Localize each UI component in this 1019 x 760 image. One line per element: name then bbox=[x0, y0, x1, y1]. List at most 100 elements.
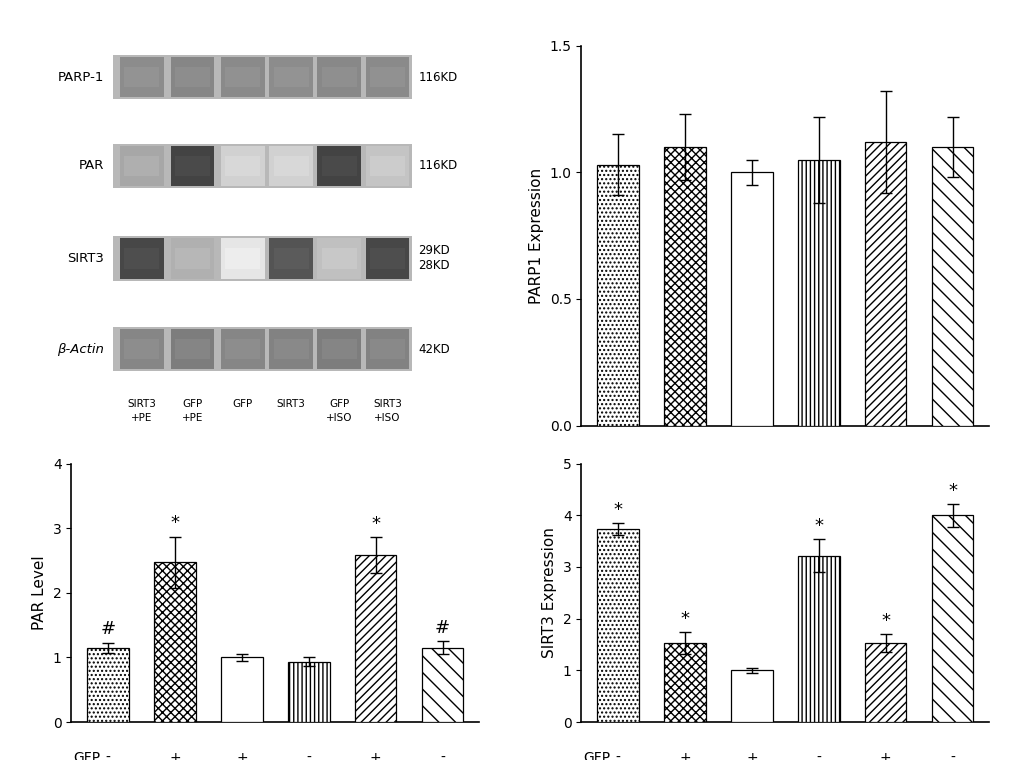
Bar bbox=[221, 657, 263, 722]
Text: β-Actin: β-Actin bbox=[57, 343, 104, 356]
Bar bbox=[269, 329, 313, 369]
Bar bbox=[731, 173, 772, 426]
Bar bbox=[120, 239, 163, 279]
Text: 116KD: 116KD bbox=[418, 160, 458, 173]
Text: GFP
+PE: GFP +PE bbox=[181, 400, 203, 423]
Text: -: - bbox=[106, 751, 110, 760]
Bar bbox=[269, 146, 313, 186]
Text: -: - bbox=[615, 533, 620, 546]
Bar bbox=[317, 329, 361, 369]
Text: -: - bbox=[749, 533, 754, 546]
Bar bbox=[370, 156, 405, 176]
Text: GFP: GFP bbox=[583, 751, 610, 760]
Bar bbox=[597, 529, 638, 722]
Bar bbox=[175, 67, 210, 87]
Text: -: - bbox=[682, 567, 687, 581]
Bar bbox=[269, 57, 313, 97]
Text: SIRT3
+PE: SIRT3 +PE bbox=[127, 400, 156, 423]
Text: PARP-1: PARP-1 bbox=[58, 71, 104, 84]
Bar bbox=[273, 156, 308, 176]
Text: +: + bbox=[679, 502, 690, 516]
Text: SIRT3
+ISO: SIRT3 +ISO bbox=[373, 400, 401, 423]
Bar bbox=[124, 249, 159, 268]
Bar bbox=[597, 165, 638, 426]
Bar bbox=[221, 146, 265, 186]
Text: +: + bbox=[611, 567, 624, 581]
Bar bbox=[797, 556, 839, 722]
Text: -: - bbox=[682, 533, 687, 546]
Bar bbox=[225, 67, 260, 87]
Text: *: * bbox=[948, 483, 956, 500]
Text: +: + bbox=[879, 472, 891, 486]
Text: -: - bbox=[950, 751, 954, 760]
Bar bbox=[797, 160, 839, 426]
Text: -: - bbox=[749, 502, 754, 516]
Text: +: + bbox=[746, 751, 757, 760]
Bar bbox=[113, 236, 412, 280]
Bar bbox=[225, 339, 260, 359]
Text: SIRT3: SIRT3 bbox=[276, 400, 306, 410]
Bar bbox=[175, 156, 210, 176]
Text: GFP: GFP bbox=[583, 472, 610, 486]
Text: -: - bbox=[950, 502, 954, 516]
Bar bbox=[225, 156, 260, 176]
Text: 116KD: 116KD bbox=[418, 71, 458, 84]
Bar bbox=[170, 57, 214, 97]
Text: GFP: GFP bbox=[232, 400, 253, 410]
Y-axis label: PAR Level: PAR Level bbox=[33, 556, 47, 630]
Bar bbox=[88, 648, 128, 722]
Bar bbox=[154, 562, 196, 722]
Text: -: - bbox=[749, 567, 754, 581]
Text: *: * bbox=[880, 612, 890, 630]
Text: #: # bbox=[101, 620, 115, 638]
Y-axis label: PARP1 Expression: PARP1 Expression bbox=[529, 167, 543, 304]
Bar bbox=[225, 249, 260, 268]
Text: -: - bbox=[306, 751, 311, 760]
Text: +: + bbox=[370, 751, 381, 760]
Text: +: + bbox=[169, 751, 180, 760]
Bar bbox=[120, 57, 163, 97]
Text: +: + bbox=[879, 751, 891, 760]
Bar bbox=[366, 239, 409, 279]
Bar bbox=[355, 556, 396, 722]
Bar bbox=[931, 515, 972, 722]
Text: GFP: GFP bbox=[73, 751, 101, 760]
Bar bbox=[113, 55, 412, 100]
Text: PE: PE bbox=[583, 502, 600, 516]
Text: +: + bbox=[611, 502, 624, 516]
Bar bbox=[366, 57, 409, 97]
Bar bbox=[317, 146, 361, 186]
Text: -: - bbox=[815, 533, 820, 546]
Text: +: + bbox=[746, 472, 757, 486]
Bar bbox=[170, 329, 214, 369]
Bar bbox=[124, 156, 159, 176]
Bar bbox=[175, 249, 210, 268]
Text: SIRT3: SIRT3 bbox=[583, 567, 622, 581]
Bar bbox=[273, 249, 308, 268]
Text: -: - bbox=[815, 472, 820, 486]
Text: *: * bbox=[170, 514, 179, 532]
Bar bbox=[170, 146, 214, 186]
Bar bbox=[422, 648, 463, 722]
Text: -: - bbox=[615, 751, 620, 760]
Text: GFP
+ISO: GFP +ISO bbox=[326, 400, 353, 423]
Text: -: - bbox=[615, 472, 620, 486]
Text: *: * bbox=[371, 515, 380, 533]
Text: +: + bbox=[236, 751, 248, 760]
Bar bbox=[287, 662, 329, 722]
Bar bbox=[370, 249, 405, 268]
Bar bbox=[124, 67, 159, 87]
Bar bbox=[221, 329, 265, 369]
Text: -: - bbox=[882, 567, 888, 581]
Bar bbox=[317, 239, 361, 279]
Bar bbox=[113, 144, 412, 188]
Bar bbox=[864, 643, 906, 722]
Bar bbox=[366, 146, 409, 186]
Bar bbox=[124, 339, 159, 359]
Bar bbox=[221, 239, 265, 279]
Text: -: - bbox=[882, 502, 888, 516]
Bar bbox=[175, 339, 210, 359]
Bar bbox=[273, 339, 308, 359]
Bar bbox=[322, 339, 357, 359]
Bar bbox=[322, 249, 357, 268]
